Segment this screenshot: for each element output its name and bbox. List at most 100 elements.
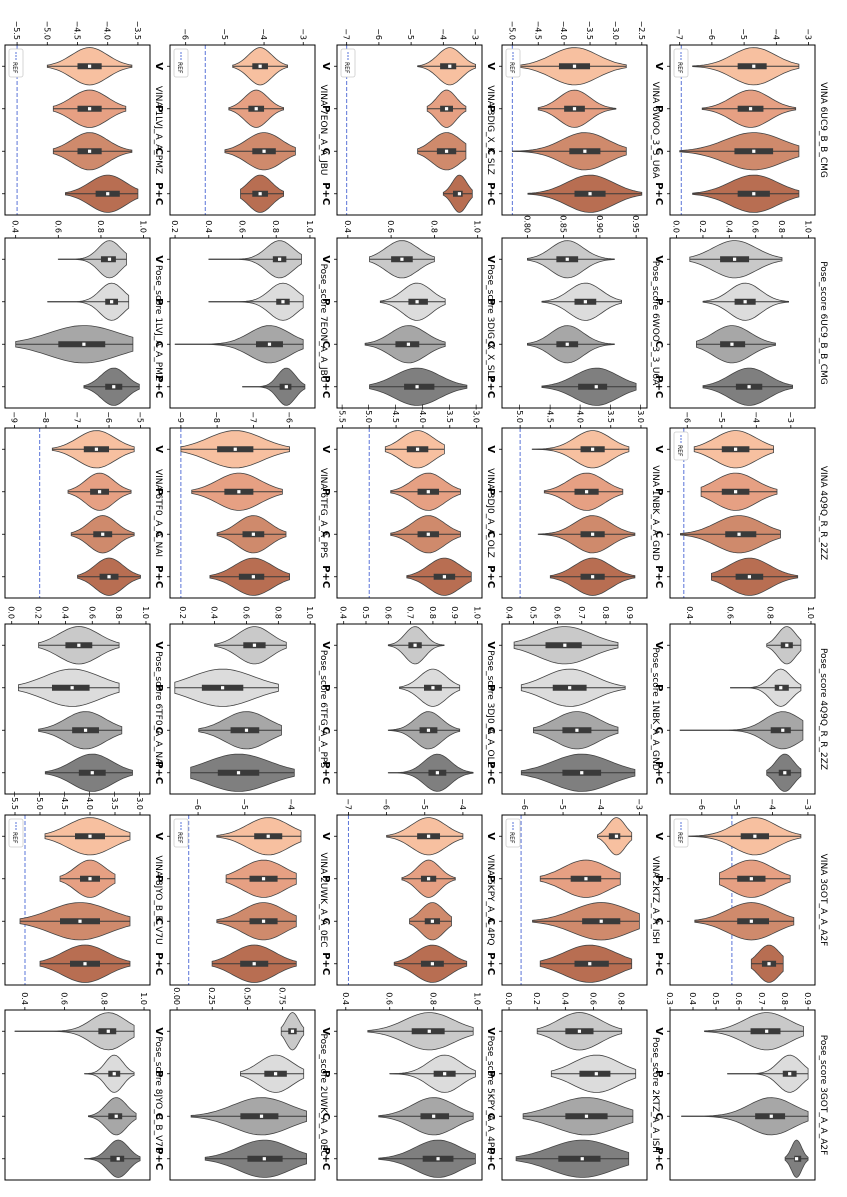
y-tick-label: 1.0 [803,220,812,233]
x-tick-label: V [653,445,664,453]
legend-label: REF [176,62,183,74]
x-tick-label: P+C [653,182,664,205]
y-tick-label: 0.6 [385,992,394,1005]
x-tick-label: P [485,488,496,495]
y-tick-label: −4.0 [103,21,112,40]
median-marker-C [575,728,579,732]
y-tick-label: 0.8 [766,606,775,619]
y-tick-label: 0.0 [7,606,16,619]
subplot-title: Pose_score 4Q9Q_R_R_2ZZ [818,648,828,770]
ref-legend: REF [505,48,521,78]
median-marker-C [87,149,92,153]
x-tick-label: C [485,148,496,155]
iqr-box-P+C [578,383,608,390]
median-marker-C [406,342,411,346]
median-marker-V [107,257,112,261]
y-tick-label: 0.8 [617,992,626,1005]
median-marker-P+C [112,385,116,389]
subplot-title: VINA 6WOO_3_3_U6A [650,82,660,180]
legend-box [505,818,521,848]
y-tick-label: 0.4 [11,220,20,233]
subplot-frame [169,814,316,986]
y-tick-label: −8 [41,411,50,423]
y-tick-label: 0.2 [170,220,179,233]
y-tick-label: −3 [298,28,307,40]
y-tick-label: −3.0 [611,21,620,40]
x-tick-label: V [653,1027,664,1035]
median-marker-C [426,532,430,536]
legend-box [673,818,689,848]
subplot-title: Pose_score 3GOT_A_A_A2F [818,1035,828,1156]
y-tick-label: 0.80 [522,215,531,233]
y-tick-label: 0.4 [339,606,348,619]
median-marker-P+C [116,1157,120,1161]
x-tick-label: V [485,832,496,840]
x-tick-label: C [653,341,664,348]
subplot-frame [336,1009,483,1181]
median-marker-P [743,300,747,304]
median-marker-C [101,532,105,536]
x-tick-label: P [485,1070,496,1077]
median-marker-P+C [415,385,419,389]
subplot-10: VINA 2KTZ_A_A_ISH −6 −5 −4 −3 V P C P+C REF [485,798,660,986]
iqr-box-P+C [558,1155,601,1162]
y-tick-label: −4 [287,798,296,810]
y-tick-label: −4.5 [545,404,554,423]
y-tick-label: −3.0 [636,404,645,423]
subplot-frame [169,44,316,216]
y-tick-label: 0.6 [60,992,69,1005]
y-tick-label: 0.2 [34,606,43,619]
x-tick-label: V [320,255,331,263]
y-tick-label: 0.6 [553,606,562,619]
median-marker-P [431,686,435,690]
y-tick-label: 0.4 [560,992,569,1005]
y-tick-label: −3 [786,411,795,423]
subplot-title: VINA 7EON_A_A_JBU [318,84,328,175]
y-tick-label: −3.0 [135,791,144,810]
x-tick-label: V [485,641,496,649]
y-tick-label: 0.9 [450,606,459,619]
y-tick-label: −5 [240,798,249,810]
x-tick-label: V [153,832,164,840]
median-marker-P+C [457,192,462,196]
y-tick-label: 1.0 [473,992,482,1005]
median-marker-P+C [442,575,447,579]
y-tick-label: 0.8 [99,992,108,1005]
subplot-frame [669,44,816,216]
median-marker-P [733,490,738,494]
y-tick-label: 1.0 [139,220,148,233]
median-marker-P [237,490,241,494]
y-tick-label: 1.0 [305,220,314,233]
legend-box [673,431,689,461]
median-marker-P [779,686,783,690]
y-tick-label: −5.5 [12,21,21,40]
x-tick-label: C [653,918,664,925]
subplot-frame [169,427,316,599]
x-tick-label: P+C [485,375,496,398]
subplot-7: Pose_score 6WOO_3_3_U6A 0.80 0.85 0.90 0.95 V… [485,215,660,409]
median-marker-P+C [580,771,584,775]
y-tick-label: 0.85 [559,215,568,233]
x-tick-label: P+C [485,1147,496,1170]
legend-label: REF [11,62,18,74]
legend-box [173,818,189,848]
median-marker-C [737,532,741,536]
subplot-frame [169,623,316,795]
subplot-28: VINA 8JYO_B_B_V7U −5.5 −5.0 −4.5 −4.0 −3.5 −3.… [2,791,163,986]
median-marker-P [583,300,587,304]
x-tick-label: V [153,1027,164,1035]
median-marker-P [87,107,92,111]
median-marker-V [448,64,452,68]
median-marker-V [87,64,92,68]
x-tick-label: V [485,1027,496,1035]
subplot-title: VINA 4Q9Q_R_R_2ZZ [818,466,828,560]
median-marker-V [290,1029,295,1033]
y-tick-label: 0.00 [172,987,181,1005]
subplot-25: Pose_score 1LVJ_A_A_PMZ 0.4 0.6 0.8 1.0 V P C P+… [2,220,163,409]
median-marker-P+C [435,771,439,775]
x-tick-label: P [485,875,496,882]
subplot-frame [501,623,648,795]
x-tick-label: P [153,298,164,305]
